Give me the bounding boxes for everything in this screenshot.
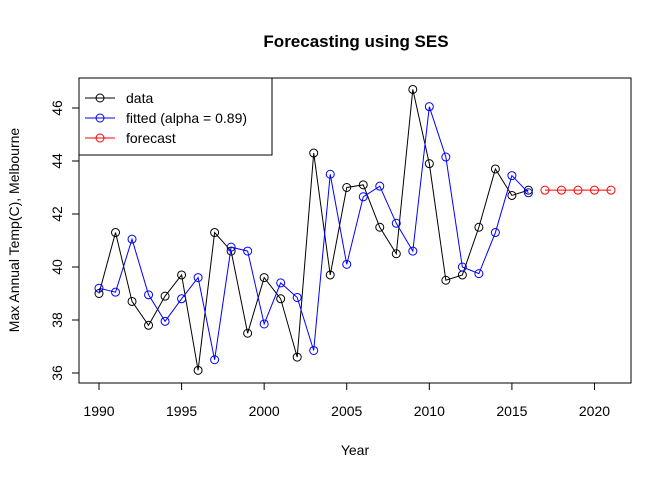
legend: data fitted (alpha = 0.89) forecast: [78, 77, 273, 156]
data-point-fitted-alpha-0-89: [408, 246, 418, 256]
data-point-fitted-alpha-0-89: [523, 188, 533, 198]
data-point-data: [259, 273, 269, 283]
y-axis: 36 38 40 42 44 46: [49, 100, 80, 381]
data-point-fitted-alpha-0-89: [144, 290, 154, 300]
data-point-data: [408, 84, 418, 94]
series-forecast: [540, 185, 616, 195]
data-point-fitted-alpha-0-89: [127, 234, 137, 244]
data-point-fitted-alpha-0-89: [292, 292, 302, 302]
data-point-data: [94, 289, 104, 298]
data-point-data: [292, 352, 302, 362]
x-tick-label: 2010: [414, 403, 445, 419]
y-tick-label: 38: [49, 312, 65, 328]
legend-marker-data: [95, 93, 105, 103]
x-tick-label: 2005: [331, 403, 362, 419]
data-point-fitted-alpha-0-89: [391, 218, 401, 228]
y-tick-label: 44: [49, 153, 65, 169]
series-line-data: [98, 89, 529, 371]
legend-item-data: data: [85, 90, 153, 106]
data-point-fitted-alpha-0-89: [424, 102, 434, 112]
y-tick-label: 42: [49, 206, 65, 222]
data-point-data: [177, 270, 187, 280]
data-point-fitted-alpha-0-89: [276, 278, 286, 288]
data-point-fitted-alpha-0-89: [94, 283, 104, 293]
data-point-forecast: [606, 185, 616, 195]
data-point-fitted-alpha-0-89: [441, 152, 451, 162]
data-point-data: [342, 183, 352, 192]
legend-label-fitted: fitted (alpha = 0.89): [126, 110, 247, 126]
data-point-fitted-alpha-0-89: [210, 355, 220, 365]
data-point-data: [127, 296, 137, 306]
series-line-fitted-alpha-0-89: [98, 106, 529, 360]
legend-box: [78, 77, 273, 156]
data-point-fitted-alpha-0-89: [111, 287, 121, 297]
data-point-data: [160, 291, 170, 301]
data-point-forecast: [540, 185, 550, 195]
y-tick-label: 36: [49, 365, 65, 381]
data-point-data: [193, 365, 203, 375]
data-point-data: [375, 222, 385, 232]
data-point-data: [111, 228, 121, 238]
y-tick-label: 46: [49, 100, 65, 116]
data-point-fitted-alpha-0-89: [177, 294, 187, 304]
x-tick-label: 2015: [496, 403, 527, 419]
data-point-fitted-alpha-0-89: [309, 345, 319, 355]
series-layer: [94, 84, 616, 375]
y-tick-label: 40: [49, 259, 65, 275]
series-fitted-alpha-0-89: [94, 102, 533, 365]
legend-label-data: data: [126, 90, 153, 106]
data-point-data: [507, 190, 517, 200]
data-point-forecast: [573, 185, 583, 195]
data-point-data: [144, 320, 154, 330]
legend-item-fitted: fitted (alpha = 0.89): [85, 110, 247, 126]
data-point-data: [474, 222, 484, 232]
data-point-fitted-alpha-0-89: [474, 269, 484, 279]
data-point-data: [309, 148, 319, 158]
x-tick-label: 2020: [579, 403, 610, 419]
legend-marker-fitted: [95, 113, 105, 123]
data-point-data: [325, 270, 335, 280]
data-point-fitted-alpha-0-89: [375, 181, 385, 191]
x-axis-label: Year: [341, 442, 370, 458]
data-point-data: [358, 180, 368, 190]
x-axis: 1990 1995 2000 2005 2010 2015 2020: [83, 382, 610, 419]
series-data: [94, 84, 533, 375]
data-point-data: [276, 294, 286, 304]
data-point-fitted-alpha-0-89: [457, 262, 467, 272]
y-axis-label: Max Annual Temp(C), Melbourne: [6, 128, 22, 333]
data-point-fitted-alpha-0-89: [507, 171, 517, 181]
x-tick-label: 2000: [249, 403, 280, 419]
legend-item-forecast: forecast: [85, 130, 176, 146]
data-point-fitted-alpha-0-89: [243, 246, 253, 256]
data-point-data: [391, 249, 401, 259]
legend-label-forecast: forecast: [126, 130, 176, 146]
data-point-forecast: [589, 185, 599, 195]
data-point-data: [523, 185, 533, 195]
data-point-fitted-alpha-0-89: [160, 316, 170, 326]
data-point-fitted-alpha-0-89: [325, 169, 335, 179]
data-point-forecast: [556, 185, 566, 195]
chart-title: Forecasting using SES: [263, 32, 448, 51]
legend-marker-forecast: [95, 133, 105, 143]
x-tick-label: 1990: [83, 403, 114, 419]
data-point-data: [441, 275, 451, 285]
data-point-data: [424, 159, 434, 169]
x-tick-label: 1995: [166, 403, 197, 419]
data-point-fitted-alpha-0-89: [193, 273, 203, 283]
data-point-fitted-alpha-0-89: [342, 259, 352, 269]
data-point-data: [243, 328, 253, 338]
data-point-data: [490, 164, 500, 174]
data-point-fitted-alpha-0-89: [358, 192, 368, 202]
data-point-data: [210, 228, 220, 238]
data-point-fitted-alpha-0-89: [226, 242, 236, 252]
data-point-fitted-alpha-0-89: [259, 319, 269, 329]
data-point-fitted-alpha-0-89: [490, 228, 500, 238]
